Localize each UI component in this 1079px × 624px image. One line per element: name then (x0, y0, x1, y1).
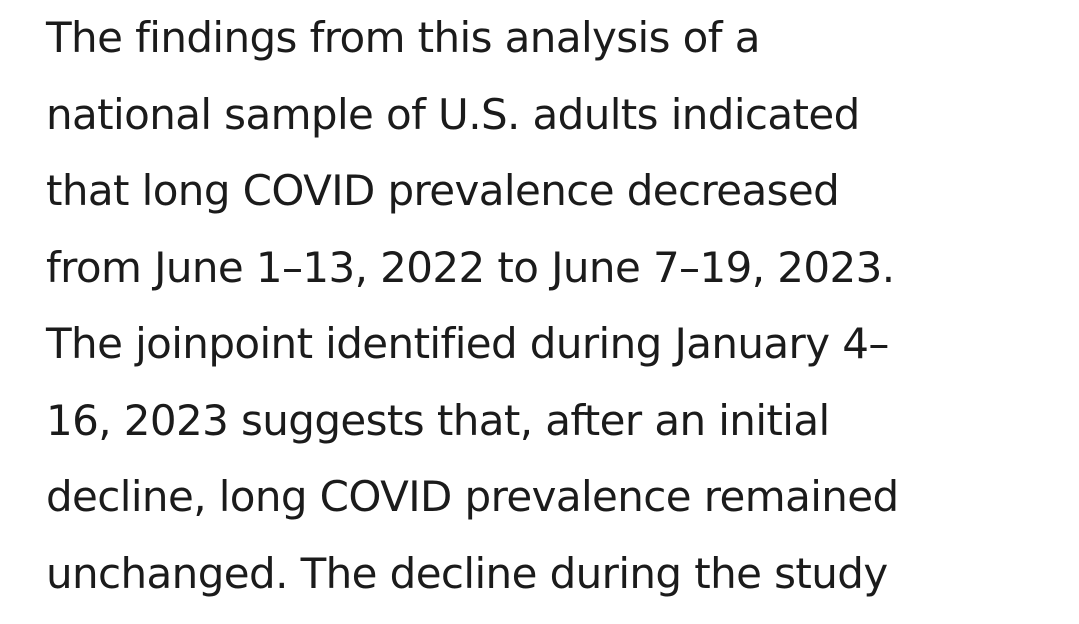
paragraph-line: unchanged. The decline during the study (46, 548, 888, 598)
paragraph-line: decline, long COVID prevalence remained (46, 472, 899, 521)
paragraph-line: 16, 2023 suggests that, after an initial (46, 395, 830, 445)
paragraph-line: The joinpoint identified during January … (46, 319, 889, 368)
paragraph-line: from June 1–13, 2022 to June 7–19, 2023. (46, 242, 895, 292)
paragraph-line: national sample of U.S. adults indicated (46, 89, 860, 139)
paragraph-line: The findings from this analysis of a (46, 13, 760, 62)
paragraph-line: that long COVID prevalence decreased (46, 166, 840, 215)
paragraph: The findings from this analysis of a nat… (46, 0, 1076, 612)
